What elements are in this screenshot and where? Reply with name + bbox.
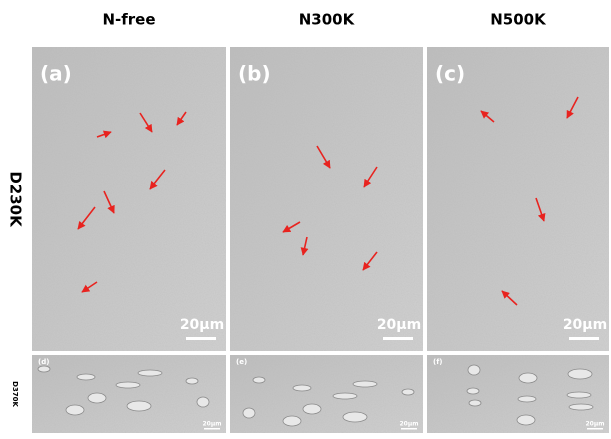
panel-label: (d) <box>38 358 49 366</box>
surface-feature <box>343 412 367 422</box>
surface-feature <box>518 396 536 402</box>
micrograph-texture <box>230 47 423 351</box>
micrograph-texture <box>32 47 226 351</box>
surface-feature <box>243 408 255 418</box>
scale-bar <box>401 428 417 430</box>
surface-feature <box>353 381 377 387</box>
panel-label: (c) <box>435 62 465 86</box>
surface-feature <box>569 404 593 410</box>
surface-feature <box>402 389 414 395</box>
scale-label: 20μm <box>377 317 421 333</box>
surface-feature <box>467 388 479 394</box>
panel-label: (b) <box>238 62 271 86</box>
micrograph-texture <box>427 47 609 351</box>
panel-label: (e) <box>236 358 247 366</box>
surface-feature <box>186 378 198 384</box>
column-header: N500K <box>490 11 547 29</box>
micrograph-texture <box>32 355 226 433</box>
surface-feature <box>303 404 321 414</box>
surface-feature <box>293 385 311 391</box>
surface-feature <box>469 400 481 406</box>
column-header: N300K <box>299 11 356 29</box>
scale-bar <box>186 337 216 340</box>
scale-label: 20μm <box>399 421 418 428</box>
scale-bar <box>383 337 413 340</box>
scale-label: 20μm <box>202 421 221 428</box>
surface-feature <box>138 370 162 376</box>
surface-feature <box>253 377 265 383</box>
panel-label: (f) <box>433 358 442 366</box>
surface-feature <box>197 397 209 407</box>
surface-feature <box>38 366 50 372</box>
surface-feature <box>88 393 106 403</box>
scale-bar <box>587 428 603 430</box>
row-label: D370K <box>11 381 19 407</box>
surface-feature <box>468 365 480 375</box>
surface-feature <box>127 401 151 411</box>
scale-label: 20μm <box>563 317 607 333</box>
surface-feature <box>333 393 357 399</box>
scale-label: 20μm <box>585 421 604 428</box>
scale-bar <box>204 428 220 430</box>
figure: N-free N300K N500K D230K (a) 20μm (b) 20μm (c) 20… <box>0 0 611 435</box>
scale-bar <box>569 337 599 340</box>
surface-feature <box>283 416 301 426</box>
micrograph-texture <box>230 355 423 433</box>
surface-feature <box>517 415 535 425</box>
surface-feature <box>116 382 140 388</box>
surface-feature <box>77 374 95 380</box>
surface-feature <box>519 373 537 383</box>
surface-feature <box>567 392 591 398</box>
row-label: D230K <box>7 171 25 228</box>
surface-feature <box>66 405 84 415</box>
panel-label: (a) <box>40 62 72 86</box>
column-header: N-free <box>102 11 155 29</box>
surface-feature <box>568 369 592 379</box>
scale-label: 20μm <box>180 317 224 333</box>
